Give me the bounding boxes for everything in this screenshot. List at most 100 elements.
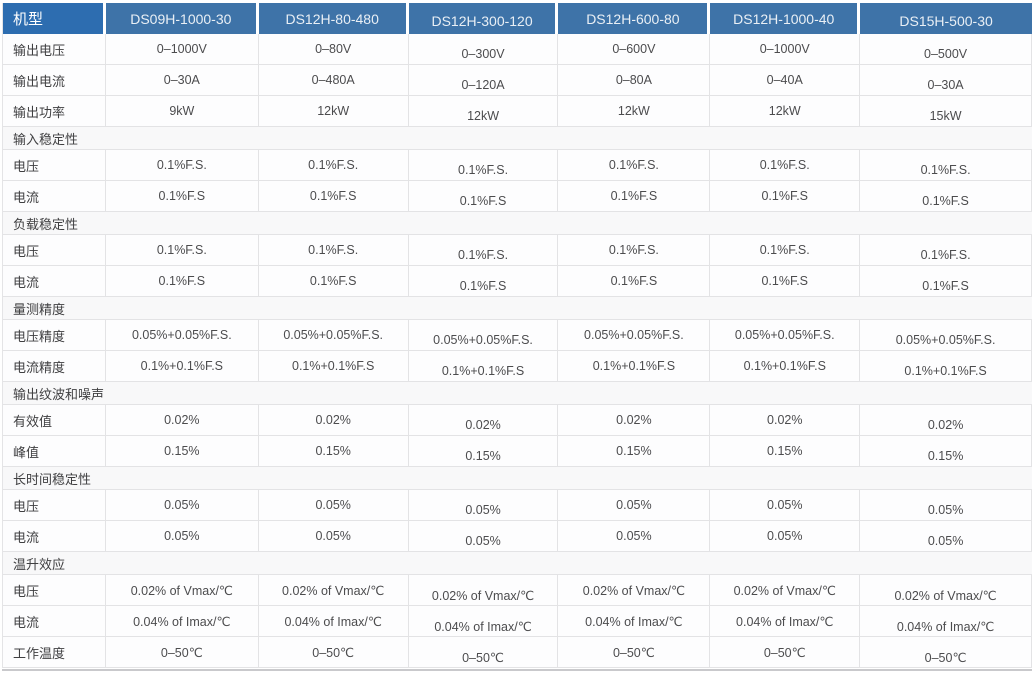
section-label: 输出纹波和噪声 xyxy=(13,386,105,402)
spec-value-cell: 0.05%+0.05%F.S. xyxy=(860,320,1032,350)
spec-value-cell: 0.02% xyxy=(259,405,409,435)
table-row: 电流精度 0.1%+0.1%F.S 0.1%+0.1%F.S 0.1%+0.1%F.S… xyxy=(3,351,1032,382)
spec-value-cell: 0–80A xyxy=(558,65,711,95)
section-label: 量测精度 xyxy=(13,301,66,317)
section-header-row: 负载稳定性 xyxy=(3,212,1032,235)
spec-value-cell: 0.05%+0.05%F.S. xyxy=(106,320,259,350)
spec-value-cell: 0.02% xyxy=(409,405,559,435)
spec-table: 机型 DS09H-1000-30 DS12H-80-480 DS12H-300-120… xyxy=(2,3,1032,668)
row-label: 输出电压 xyxy=(3,34,106,64)
spec-value-cell: 0.05%+0.05%F.S. xyxy=(259,320,409,350)
spec-value-cell: 0.1%+0.1%F.S xyxy=(710,351,861,381)
spec-value-cell: 0.02% of Vmax/℃ xyxy=(558,575,711,605)
spec-value-cell: 0–40A xyxy=(710,65,861,95)
spec-value-cell: 0–50℃ xyxy=(409,637,559,667)
row-label: 电压 xyxy=(3,150,106,180)
spec-value-cell: 0–30A xyxy=(860,65,1032,95)
spec-value-cell: 0.05% xyxy=(710,490,861,520)
table-bottom-border xyxy=(2,669,1032,671)
spec-value-cell: 0–50℃ xyxy=(106,637,259,667)
row-label: 工作温度 xyxy=(3,637,106,667)
spec-value-cell: 0.02% xyxy=(860,405,1032,435)
spec-value-cell: 0.1%F.S. xyxy=(558,235,711,265)
spec-value-cell: 0.05% xyxy=(558,521,711,551)
spec-value-cell: 0.15% xyxy=(860,436,1032,466)
spec-value-cell: 0.1%F.S xyxy=(860,266,1032,296)
row-label: 电流 xyxy=(3,181,106,211)
table-row: 电流 0.04% of Imax/℃ 0.04% of Imax/℃ 0.04% of… xyxy=(3,606,1032,637)
spec-value-cell: 0.05% xyxy=(106,490,259,520)
spec-value-cell: 0–50℃ xyxy=(558,637,711,667)
spec-value-cell: 0.02% xyxy=(106,405,259,435)
spec-value-cell: 0.1%F.S xyxy=(409,266,559,296)
row-label: 有效值 xyxy=(3,405,106,435)
spec-value-cell: 0.1%F.S xyxy=(558,266,711,296)
table-header-row: 机型 DS09H-1000-30 DS12H-80-480 DS12H-300-120… xyxy=(3,3,1032,34)
table-row: 电压 0.1%F.S. 0.1%F.S. 0.1%F.S. 0.1%F.S. 0.1%F.… xyxy=(3,150,1032,181)
table-row: 峰值 0.15% 0.15% 0.15% 0.15% 0.15% 0.15% xyxy=(3,436,1032,467)
spec-value-cell: 0.1%F.S. xyxy=(860,150,1032,180)
spec-value-cell: 0.05% xyxy=(558,490,711,520)
section-header-row: 输出纹波和噪声 xyxy=(3,382,1032,405)
spec-value-cell: 0.1%F.S xyxy=(710,266,861,296)
spec-value-cell: 0.04% of Imax/℃ xyxy=(860,606,1032,636)
spec-value-cell: 12kW xyxy=(259,96,409,126)
table-row: 电流 0.1%F.S 0.1%F.S 0.1%F.S 0.1%F.S 0.1%F.S 0.1… xyxy=(3,181,1032,212)
section-header-row: 量测精度 xyxy=(3,297,1032,320)
spec-value-cell: 0.04% of Imax/℃ xyxy=(106,606,259,636)
spec-value-cell: 15kW xyxy=(860,96,1032,126)
model-column-header: 机型 xyxy=(3,3,106,34)
spec-value-cell: 12kW xyxy=(558,96,711,126)
column-header-model: DS12H-300-120 xyxy=(408,3,559,34)
spec-value-cell: 0.05%+0.05%F.S. xyxy=(409,320,559,350)
spec-value-cell: 0.1%+0.1%F.S xyxy=(558,351,711,381)
spec-value-cell: 0.04% of Imax/℃ xyxy=(409,606,559,636)
spec-value-cell: 0.15% xyxy=(106,436,259,466)
section-label: 长时间稳定性 xyxy=(13,471,92,487)
row-label: 电流 xyxy=(3,606,106,636)
table-row: 输出电压 0–1000V 0–80V 0–300V 0–600V 0–1000V 0–500… xyxy=(3,34,1032,65)
spec-value-cell: 0.04% of Imax/℃ xyxy=(558,606,711,636)
table-row: 有效值 0.02% 0.02% 0.02% 0.02% 0.02% 0.02% xyxy=(3,405,1032,436)
column-header-model: DS12H-1000-40 xyxy=(710,3,861,34)
table-body: 输出电压 0–1000V 0–80V 0–300V 0–600V 0–1000V 0–500… xyxy=(3,34,1032,668)
table-row: 输出功率 9kW 12kW 12kW 12kW 12kW 15kW xyxy=(3,96,1032,127)
spec-value-cell: 0.15% xyxy=(259,436,409,466)
spec-value-cell: 12kW xyxy=(710,96,861,126)
spec-value-cell: 0.1%F.S xyxy=(106,181,259,211)
spec-value-cell: 0–80V xyxy=(259,34,409,64)
row-label: 电压 xyxy=(3,575,106,605)
spec-value-cell: 0.02% of Vmax/℃ xyxy=(710,575,861,605)
spec-value-cell: 0–300V xyxy=(409,34,559,64)
spec-value-cell: 0.02% xyxy=(710,405,861,435)
spec-value-cell: 0.05% xyxy=(259,490,409,520)
spec-value-cell: 0.02% of Vmax/℃ xyxy=(259,575,409,605)
table-row: 电压 0.02% of Vmax/℃ 0.02% of Vmax/℃ 0.02% of… xyxy=(3,575,1032,606)
spec-value-cell: 0.1%+0.1%F.S xyxy=(106,351,259,381)
spec-value-cell: 0.1%F.S xyxy=(409,181,559,211)
row-label: 电流 xyxy=(3,266,106,296)
column-header-label: DS12H-80-480 xyxy=(285,10,379,27)
table-row: 工作温度 0–50℃ 0–50℃ 0–50℃ 0–50℃ 0–50℃ 0–50℃ xyxy=(3,637,1032,668)
section-label: 负载稳定性 xyxy=(13,216,79,232)
column-header-label: DS15H-500-30 xyxy=(899,12,993,29)
spec-value-cell: 0.1%F.S. xyxy=(106,150,259,180)
column-header-label: DS12H-300-120 xyxy=(431,12,533,29)
spec-value-cell: 0.04% of Imax/℃ xyxy=(710,606,861,636)
column-header-label: DS09H-1000-30 xyxy=(130,10,232,27)
table-row: 电流 0.05% 0.05% 0.05% 0.05% 0.05% 0.05% xyxy=(3,521,1032,552)
spec-value-cell: 0.05% xyxy=(106,521,259,551)
spec-value-cell: 0.1%F.S. xyxy=(106,235,259,265)
spec-value-cell: 0.05% xyxy=(409,521,559,551)
section-header-row: 输入稳定性 xyxy=(3,127,1032,150)
table-row: 电流 0.1%F.S 0.1%F.S 0.1%F.S 0.1%F.S 0.1%F.S 0.1… xyxy=(3,266,1032,297)
spec-value-cell: 0.05% xyxy=(860,490,1032,520)
spec-value-cell: 0–480A xyxy=(259,65,409,95)
spec-value-cell: 0.02% of Vmax/℃ xyxy=(106,575,259,605)
section-label: 输入稳定性 xyxy=(13,131,79,147)
spec-value-cell: 0.1%F.S. xyxy=(558,150,711,180)
spec-value-cell: 0–1000V xyxy=(106,34,259,64)
column-header-model: DS09H-1000-30 xyxy=(105,3,259,34)
spec-value-cell: 0.05%+0.05%F.S. xyxy=(710,320,861,350)
